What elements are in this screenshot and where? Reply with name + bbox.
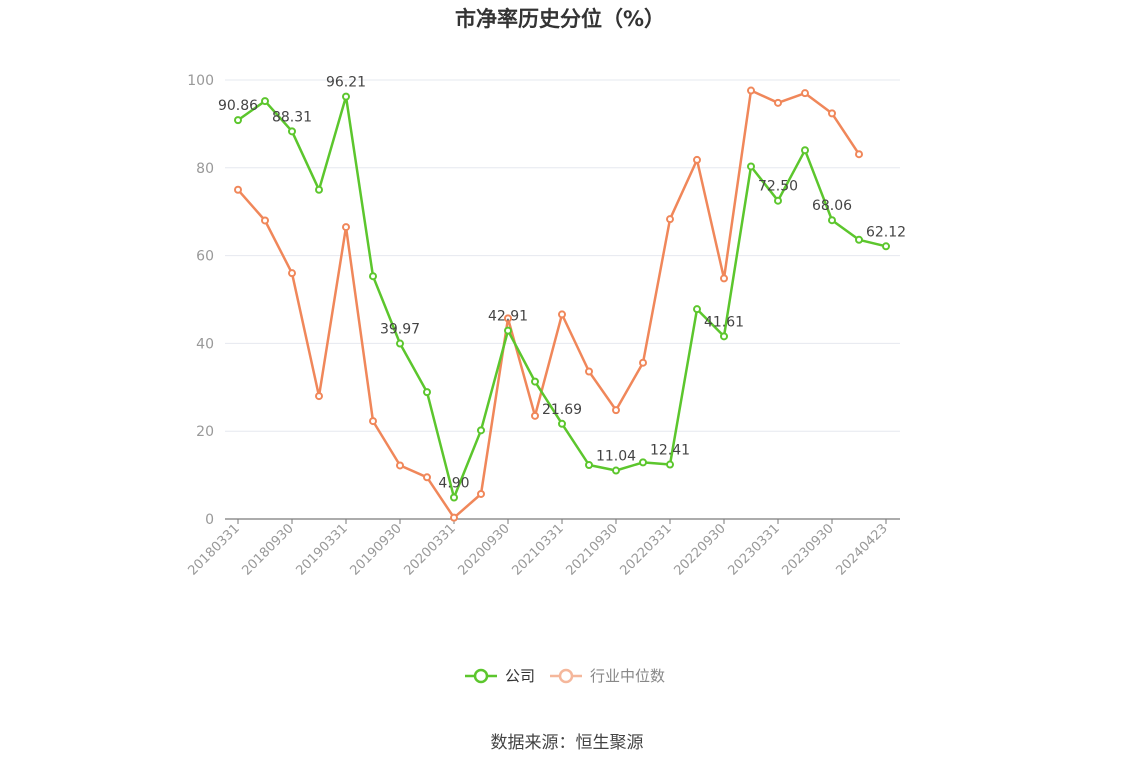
data-point [396, 339, 404, 348]
data-label: 90.86 [218, 98, 258, 114]
x-tick-label: 20220331 [617, 521, 674, 578]
series-layer [234, 86, 890, 522]
data-point [342, 92, 350, 101]
series-line [237, 89, 861, 519]
data-point [639, 358, 647, 367]
x-tick-label: 20200331 [401, 521, 458, 578]
data-point [693, 155, 701, 164]
data-point [477, 426, 485, 435]
data-label: 42.91 [488, 309, 528, 325]
data-point [774, 196, 782, 205]
data-point [747, 86, 755, 95]
data-point [504, 314, 512, 323]
data-point [828, 109, 836, 118]
data-point [774, 98, 782, 107]
data-point [801, 89, 809, 98]
data-point [450, 513, 458, 522]
axes: 0 20 40 60 80 100 2018033120180930201903312019… [185, 73, 900, 579]
data-label: 41.61 [704, 314, 744, 330]
data-point [315, 392, 323, 401]
series-company [234, 92, 890, 502]
data-point [612, 406, 620, 415]
data-point [423, 473, 431, 482]
x-tick-label: 20190930 [347, 521, 404, 578]
data-point [612, 466, 620, 475]
series-industry-median [234, 86, 863, 522]
data-point [234, 185, 242, 194]
data-point [315, 185, 323, 194]
data-point [585, 461, 593, 470]
data-label: 4.90 [438, 475, 469, 491]
data-point [369, 417, 377, 426]
data-label: 62.12 [866, 224, 906, 240]
y-tick-label: 60 [196, 249, 214, 265]
data-label: 96.21 [326, 75, 366, 91]
data-point [396, 461, 404, 470]
data-point [693, 305, 701, 314]
data-labels: 90.86 88.31 96.21 39.97 4.90 42.91 21.69 11.04 1… [218, 75, 906, 492]
data-point [720, 332, 728, 341]
x-tick-label: 20230930 [779, 521, 836, 578]
data-label: 39.97 [380, 322, 420, 338]
data-point [747, 162, 755, 171]
data-label: 68.06 [812, 198, 852, 214]
gridlines [225, 79, 900, 432]
data-point [828, 216, 836, 225]
data-point [450, 493, 458, 502]
data-point [288, 127, 296, 136]
legend-marker [558, 668, 574, 684]
data-label: 12.41 [650, 443, 690, 459]
data-point [639, 458, 647, 467]
x-tick-label: 20230331 [725, 521, 782, 578]
data-point [261, 216, 269, 225]
data-point [423, 388, 431, 397]
data-point [720, 274, 728, 283]
data-point [477, 489, 485, 498]
legend-marker [473, 668, 489, 684]
legend-item-industry-median[interactable]: 行业中位数 [550, 667, 665, 685]
x-tick-label: 20200930 [455, 521, 512, 578]
data-label: 21.69 [542, 402, 582, 418]
data-point [342, 223, 350, 232]
data-point [531, 377, 539, 386]
data-point [666, 215, 674, 224]
data-point [558, 310, 566, 319]
legend-label: 公司 [505, 667, 535, 685]
y-tick-label: 100 [187, 73, 214, 89]
data-label: 88.31 [272, 109, 312, 125]
y-tick-label: 40 [196, 336, 214, 352]
chart-title: 市净率历史分位（%） [455, 7, 665, 31]
x-tick-label: 20210930 [563, 521, 620, 578]
data-point [585, 367, 593, 376]
data-point [855, 150, 863, 159]
x-tick-label: 20220930 [671, 521, 728, 578]
data-point [288, 269, 296, 278]
data-point [882, 242, 890, 251]
data-point [234, 116, 242, 125]
y-tick-label: 0 [205, 512, 214, 528]
data-label: 72.50 [758, 179, 798, 195]
data-point [855, 235, 863, 244]
data-point [666, 460, 674, 469]
data-label: 11.04 [596, 449, 636, 465]
data-point [531, 411, 539, 420]
legend[interactable]: 公司 行业中位数 [465, 667, 665, 685]
data-point [369, 272, 377, 281]
x-tick-label: 20180331 [185, 521, 242, 578]
legend-label: 行业中位数 [590, 667, 665, 685]
source-note: 数据来源：恒生聚源 [491, 733, 644, 753]
data-point [504, 326, 512, 335]
x-tick-label: 20240423 [833, 521, 890, 578]
legend-item-company[interactable]: 公司 [465, 667, 535, 685]
y-tick-label: 20 [196, 424, 214, 440]
x-tick-label: 20210331 [509, 521, 566, 578]
y-tick-label: 80 [196, 161, 214, 177]
x-tick-label: 20180930 [239, 521, 296, 578]
data-point [558, 419, 566, 428]
x-tick-label: 20190331 [293, 521, 350, 578]
data-point [801, 146, 809, 155]
data-point [261, 97, 269, 106]
